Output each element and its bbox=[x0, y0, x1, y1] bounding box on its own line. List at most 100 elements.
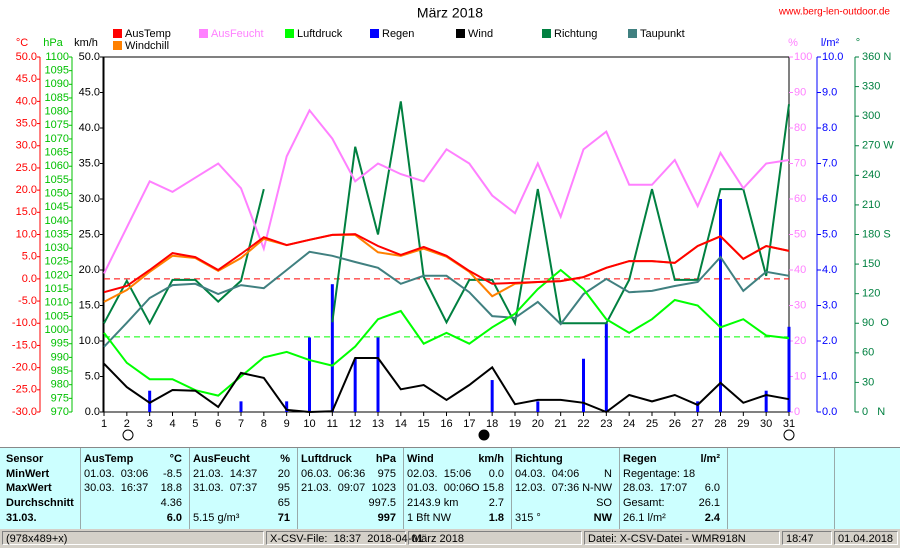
y-tick-label: 1000 bbox=[45, 324, 69, 336]
x-tick-label: 14 bbox=[395, 418, 407, 430]
cell-left: 28.03. 17:07 bbox=[623, 482, 688, 494]
rain-bar bbox=[582, 358, 585, 412]
plot-frame bbox=[103, 56, 790, 413]
chart-title: März 2018 bbox=[417, 5, 483, 21]
legend-label: Luftdruck bbox=[297, 28, 343, 40]
rain-bar bbox=[764, 390, 768, 412]
y-tick-label: 360 N bbox=[862, 51, 891, 63]
legend-label: Regen bbox=[382, 28, 414, 40]
y-tick-label: 10.0 bbox=[79, 335, 100, 347]
y-tick-label: 1045 bbox=[45, 201, 69, 213]
x-tick-label: 31 bbox=[783, 418, 795, 430]
column-unit: l/m² bbox=[700, 453, 720, 465]
y-tick-label: 50 bbox=[794, 228, 806, 240]
cell-value: 26.1 bbox=[698, 497, 720, 509]
y-tick-label: 10 bbox=[794, 370, 806, 382]
legend-label: Richtung bbox=[554, 28, 597, 40]
y-tick-label: 30 bbox=[794, 299, 806, 311]
y-tick-label: -20.0 bbox=[12, 362, 37, 374]
column-header: Luftdruck bbox=[301, 453, 352, 465]
series-line bbox=[103, 357, 790, 414]
column-separator bbox=[727, 448, 728, 529]
moon-full bbox=[122, 429, 134, 441]
cell-value: 2.4 bbox=[704, 512, 720, 524]
x-tick-label: 11 bbox=[327, 418, 338, 430]
x-tick-label: 9 bbox=[284, 418, 290, 430]
legend-swatch bbox=[113, 29, 122, 38]
rain-bar bbox=[239, 401, 243, 412]
x-tick-label: 5 bbox=[192, 418, 198, 430]
y-tick-label: 3.0 bbox=[822, 299, 837, 311]
rain-bar bbox=[285, 401, 289, 412]
rain-bar bbox=[696, 401, 700, 412]
axis-unit: km/h bbox=[74, 37, 98, 49]
y-tick-label: 1005 bbox=[45, 310, 69, 322]
x-tick-label: 8 bbox=[261, 418, 267, 430]
y-tick-label: 975 bbox=[51, 392, 69, 404]
x-tick-label: 25 bbox=[646, 418, 658, 430]
cell-value: SO bbox=[596, 497, 612, 509]
y-tick-label: 15.0 bbox=[79, 299, 100, 311]
column-header: Richtung bbox=[515, 453, 563, 465]
y-tick-label: 30.0 bbox=[16, 140, 37, 152]
axis-unit: % bbox=[788, 37, 798, 49]
legend-swatch bbox=[542, 29, 551, 38]
chart: März 2018 www.berg-len-outdoor.de °C -30.… bbox=[12, 5, 894, 441]
cell-left: 315 ° bbox=[515, 512, 541, 524]
cell-left: 26.1 l/m² bbox=[623, 512, 666, 524]
y-tick-label: 1.0 bbox=[822, 370, 837, 382]
y-tick-label: 30 bbox=[862, 376, 874, 388]
legend-swatch bbox=[113, 41, 122, 50]
legend-label: Taupunkt bbox=[640, 28, 685, 40]
cell-left: 06.03. 06:36 bbox=[301, 468, 366, 480]
column-separator bbox=[619, 448, 620, 529]
column-separator bbox=[403, 448, 404, 529]
y-tick-label: -5.0 bbox=[18, 295, 37, 307]
axis-unit: l/m² bbox=[821, 37, 840, 49]
x-tick-label: 30 bbox=[760, 418, 772, 430]
cell-left: 01.03. 00:06 bbox=[407, 482, 472, 494]
x-tick-label: 6 bbox=[215, 418, 221, 430]
y-tick-label: 7.0 bbox=[822, 157, 837, 169]
rain-bar bbox=[148, 390, 152, 412]
row-label: Durchschnitt bbox=[6, 497, 74, 509]
rain-bar bbox=[490, 380, 494, 412]
legend-swatch bbox=[199, 29, 208, 38]
cell-left: 02.03. 15:06 bbox=[407, 468, 472, 480]
status-bar: (978x489+x) X-CSV-File: 18:37 2018-04-01 M… bbox=[0, 529, 900, 548]
x-tick-label: 12 bbox=[349, 418, 361, 430]
cell-value: 2.7 bbox=[488, 497, 504, 509]
y-tick-label: 40 bbox=[794, 264, 806, 276]
y-tick-label: 1095 bbox=[45, 65, 69, 77]
moon-new bbox=[478, 429, 490, 441]
y-tick-label: 10.0 bbox=[822, 51, 843, 63]
y-tick-label: 25.0 bbox=[79, 228, 100, 240]
legend-swatch bbox=[628, 29, 637, 38]
y-tick-label: 1025 bbox=[45, 256, 69, 268]
cell-value: 65 bbox=[277, 497, 290, 509]
y-tick-label: 970 bbox=[51, 406, 69, 418]
y-tick-label: 1100 bbox=[45, 51, 69, 63]
y-tick-label: 60 bbox=[794, 193, 806, 205]
x-tick-label: 4 bbox=[169, 418, 175, 430]
rain-bar bbox=[719, 199, 722, 412]
y-tick-label: 60 bbox=[862, 347, 874, 359]
y-tick-label: 1015 bbox=[45, 283, 69, 295]
y-tick-label: 270 W bbox=[862, 140, 894, 152]
y-tick-label: -30.0 bbox=[12, 406, 37, 418]
cell-value: 997 bbox=[377, 512, 396, 524]
column-header: AusTemp bbox=[84, 453, 134, 465]
column-unit: hPa bbox=[375, 453, 396, 465]
y-tick-label: 90 bbox=[794, 86, 806, 98]
legend-swatch bbox=[456, 29, 465, 38]
y-tick-label: 15.0 bbox=[16, 206, 37, 218]
y-tick-label: 35.0 bbox=[79, 157, 100, 169]
x-tick-label: 18 bbox=[486, 418, 498, 430]
x-tick-label: 28 bbox=[714, 418, 726, 430]
cell-value: O 15.8 bbox=[470, 482, 504, 494]
cell-left: 21.03. 14:37 bbox=[193, 468, 258, 480]
series-line bbox=[103, 250, 790, 348]
y-tick-label: 1080 bbox=[45, 106, 69, 118]
y-tick-label: 45.0 bbox=[16, 73, 37, 85]
